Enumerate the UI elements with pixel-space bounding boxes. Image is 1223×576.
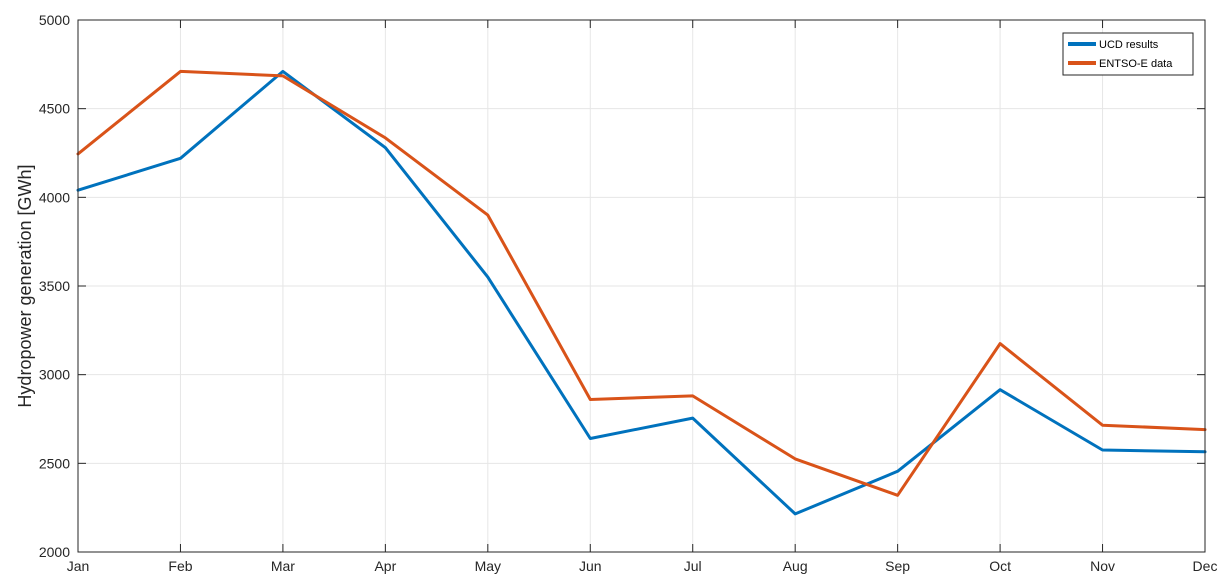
x-tick-label: Jun: [579, 558, 602, 574]
y-tick-label: 3500: [39, 278, 70, 294]
tick-marks: [77, 19, 1206, 553]
y-tick-label: 4500: [39, 101, 70, 117]
x-tick-label: Dec: [1193, 558, 1218, 574]
y-tick-label: 3000: [39, 367, 70, 383]
x-tick-labels: Jan Feb Mar Apr May Jun Jul Aug Sep Oct Nov Dec: [67, 558, 1218, 574]
y-tick-labels: 2000 2500 3000 3500 4000 4500 5000: [39, 12, 70, 560]
x-tick-label: Apr: [374, 558, 396, 574]
x-tick-label: Jul: [684, 558, 702, 574]
x-tick-label: Feb: [168, 558, 192, 574]
series-lines: [76, 69, 1207, 516]
x-tick-label: Aug: [783, 558, 808, 574]
y-axis-label: Hydropower generation [GWh]: [15, 164, 35, 407]
y-tick-label: 4000: [39, 189, 70, 205]
x-tick-label: Nov: [1090, 558, 1115, 574]
legend: UCD results ENTSO-E data: [1062, 32, 1194, 76]
series-line-entso-e-data: [76, 69, 1207, 497]
x-tick-label: May: [475, 558, 501, 574]
legend-box: [1062, 32, 1194, 76]
series-line-ucd-results: [76, 69, 1207, 516]
legend-label: UCD results: [1099, 39, 1159, 51]
y-tick-label: 2000: [39, 544, 70, 560]
x-tick-label: Oct: [989, 558, 1011, 574]
y-tick-label: 2500: [39, 455, 70, 471]
y-tick-label: 5000: [39, 12, 70, 28]
legend-label: ENTSO-E data: [1099, 58, 1173, 70]
x-tick-label: Sep: [885, 558, 910, 574]
grid-lines: [78, 20, 1205, 552]
x-tick-label: Jan: [67, 558, 90, 574]
x-tick-label: Mar: [271, 558, 295, 574]
